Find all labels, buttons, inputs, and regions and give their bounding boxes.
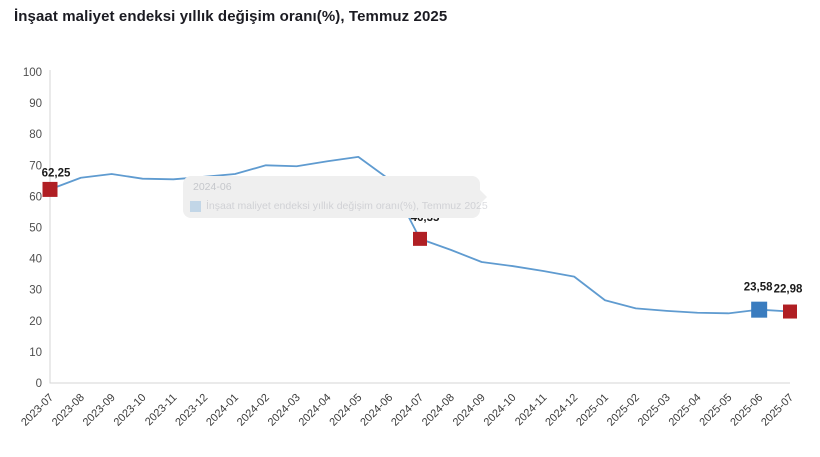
x-axis-tick-label: 2024-08	[420, 392, 457, 429]
x-axis-tick-label: 2024-11	[513, 392, 549, 428]
x-axis-tick-label: 2025-06	[728, 392, 765, 429]
fading-tooltip: 2024-06 İnşaat maliyet endeksi yıllık de…	[183, 176, 488, 218]
y-axis-tick-label: 10	[29, 347, 42, 359]
x-axis-tick-label: 2024-09	[451, 392, 488, 429]
x-axis-tick-label: 2025-07	[759, 392, 796, 429]
tooltip-series-swatch-icon	[190, 200, 201, 212]
data-point-label: 22,98	[774, 284, 803, 296]
data-point-label: 62,25	[42, 167, 71, 179]
y-axis-tick-label: 50	[29, 223, 42, 235]
x-axis-tick-label: 2025-02	[605, 392, 642, 429]
y-axis-tick-label: 80	[29, 129, 42, 141]
tooltip-date: 2024-06	[193, 181, 232, 193]
x-axis-tick-label: 2024-04	[297, 392, 334, 429]
x-axis-tick-label: 2023-10	[112, 392, 149, 429]
data-point-marker[interactable]	[783, 304, 797, 319]
x-axis-tick-label: 2024-01	[204, 392, 241, 429]
chart-title: İnşaat maliyet endeksi yıllık değişim or…	[14, 8, 448, 25]
data-point-marker[interactable]	[413, 231, 427, 246]
x-axis-tick-label: 2024-06	[358, 392, 395, 429]
x-axis-tick-label: 2025-05	[697, 392, 734, 429]
y-axis-tick-label: 20	[29, 316, 42, 328]
y-axis-tick-label: 30	[29, 285, 42, 297]
x-axis-tick-label: 2024-03	[266, 392, 303, 429]
y-axis-tick-label: 0	[36, 378, 42, 390]
x-axis-tick-label: 2023-09	[81, 392, 118, 429]
y-axis-tick-label: 100	[23, 67, 42, 79]
y-axis-tick-label: 90	[29, 98, 42, 110]
x-axis-tick-label: 2023-07	[19, 392, 56, 429]
x-axis-tick-label: 2024-07	[389, 392, 426, 429]
x-axis-tick-label: 2024-02	[235, 392, 272, 429]
tooltip-series-text: İnşaat maliyet endeksi yıllık değişim or…	[206, 200, 488, 212]
data-point-label: 23,58	[744, 282, 773, 294]
x-axis-tick-label: 2025-04	[667, 392, 704, 429]
x-axis-tick-label: 2024-05	[327, 392, 364, 429]
y-axis-tick-label: 70	[29, 160, 42, 172]
x-axis-tick-label: 2023-11	[143, 392, 179, 428]
x-axis-tick-label: 2025-01	[574, 392, 611, 429]
axis-lines	[49, 70, 790, 384]
data-point-marker[interactable]	[751, 301, 768, 318]
x-axis-tick-label: 2024-10	[482, 392, 519, 429]
x-axis-tick-label: 2023-12	[173, 392, 210, 429]
x-axis-tick-label: 2025-03	[636, 392, 673, 429]
x-axis-tick-label: 2023-08	[50, 392, 87, 429]
y-axis-tick-label: 40	[29, 254, 42, 266]
x-axis-tick-label: 2024-12	[543, 392, 580, 429]
y-axis-tick-label: 60	[29, 191, 42, 203]
tooltip-arrow	[479, 189, 487, 205]
data-point-marker[interactable]	[42, 181, 58, 197]
